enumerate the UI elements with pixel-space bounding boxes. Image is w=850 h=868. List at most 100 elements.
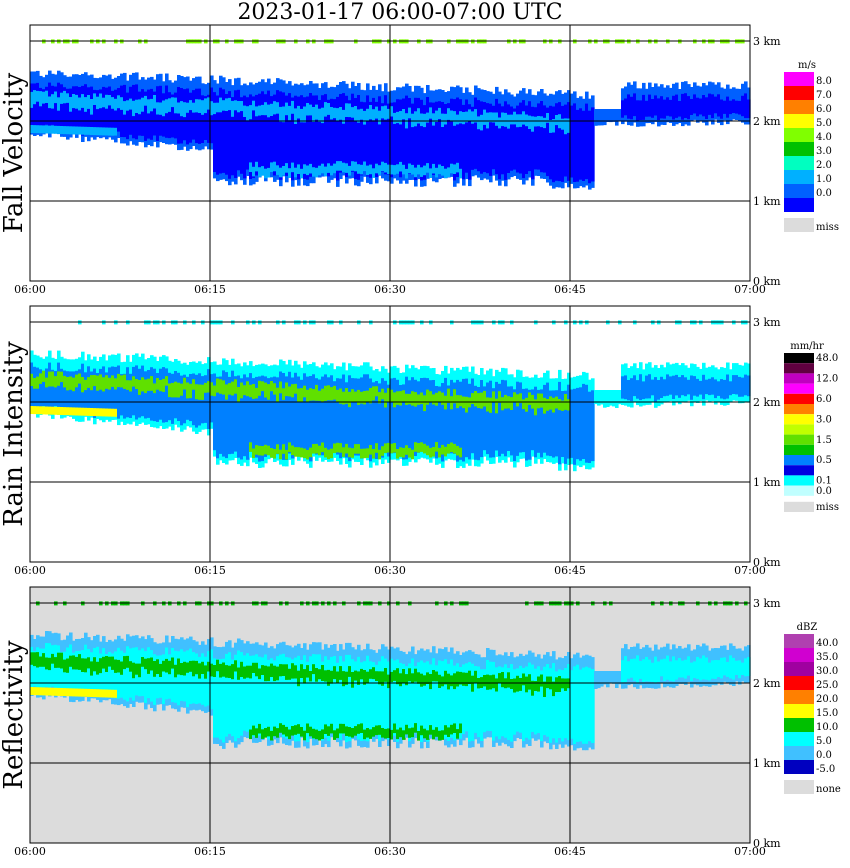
echo-core <box>447 673 451 690</box>
echo-core <box>111 375 115 387</box>
echo-core <box>195 384 199 400</box>
echo-core <box>255 387 259 399</box>
echo-column-inner <box>105 87 109 133</box>
echo-column-inner <box>105 654 109 694</box>
echo-column-inner <box>474 97 478 169</box>
echo-core <box>438 107 442 120</box>
echo-column-inner <box>651 99 655 118</box>
echo-column-inner <box>381 378 385 458</box>
echo-core <box>213 665 217 677</box>
echo-core <box>429 168 433 178</box>
echo-column <box>615 390 619 408</box>
echo-column-inner <box>399 99 403 178</box>
echo-column-inner <box>294 372 298 450</box>
echo-core <box>336 108 340 121</box>
echo-core <box>198 384 202 400</box>
echo-core <box>378 671 382 685</box>
echo-core <box>357 724 361 734</box>
echo-core <box>495 112 499 126</box>
legend-swatch <box>784 114 814 128</box>
echo-column-inner <box>495 98 499 175</box>
plot-frame <box>29 24 751 282</box>
echo-peak <box>60 407 64 415</box>
echo-core <box>453 723 457 733</box>
echo-core <box>48 657 52 671</box>
echo-peak <box>102 689 106 698</box>
echo-core <box>291 162 295 173</box>
echo-column-inner <box>330 656 334 731</box>
x-tick-label: 06:00 <box>14 845 46 858</box>
echo-peak <box>33 125 37 134</box>
echo-column-inner <box>465 663 469 732</box>
echo-core <box>354 161 358 172</box>
echo-column-inner <box>126 367 130 418</box>
echo-core <box>282 388 286 400</box>
y-tick-label: 0 km <box>753 275 781 288</box>
echo-column-inner <box>333 381 337 452</box>
echo-core <box>561 118 565 130</box>
echo-column-inner <box>537 103 541 170</box>
echo-column-inner <box>252 655 256 737</box>
echo-core <box>150 657 154 671</box>
echo-core <box>489 397 493 413</box>
echo-core <box>510 114 514 125</box>
echo-core <box>525 114 529 127</box>
echo-core <box>399 673 403 687</box>
echo-column-inner <box>237 375 241 458</box>
echo-core <box>216 378 220 393</box>
legend-swatch <box>784 128 814 142</box>
echo-column-inner <box>528 101 532 172</box>
legend-label: 0.0 <box>816 486 832 497</box>
echo-core <box>312 444 316 454</box>
echo-core <box>108 95 112 106</box>
echo-column-inner <box>693 376 697 396</box>
echo-core <box>273 665 277 682</box>
echo-core <box>414 668 418 682</box>
echo-column-inner <box>510 664 514 742</box>
echo-column-inner <box>354 661 358 734</box>
echo-core <box>414 111 418 127</box>
echo-core <box>198 663 202 679</box>
echo-core <box>384 443 388 453</box>
echo-peak <box>33 406 37 415</box>
echo-core <box>510 679 514 689</box>
echo-column-inner <box>135 365 139 420</box>
panel-title: Reflectivity <box>0 640 29 789</box>
echo-column-inner <box>540 101 544 173</box>
echo-peak <box>63 407 67 416</box>
echo-core <box>45 377 49 388</box>
echo-core <box>147 378 151 391</box>
echo-core <box>93 93 97 105</box>
echo-column-inner <box>63 370 67 412</box>
echo-column-inner <box>120 374 124 416</box>
echo-core <box>138 380 142 395</box>
echo-column-inner <box>405 666 409 732</box>
echo-column-inner <box>171 648 175 703</box>
echo-column-inner <box>471 378 475 454</box>
echo-core <box>423 113 427 128</box>
echo-peak <box>60 126 64 134</box>
echo-core <box>225 384 229 400</box>
echo-column-inner <box>444 659 448 739</box>
echo-core <box>417 164 421 175</box>
echo-column-inner <box>633 658 637 681</box>
echo-column-inner <box>357 95 361 180</box>
echo-column-inner <box>351 93 355 172</box>
legend-label: 6.0 <box>816 394 832 405</box>
echo-core <box>501 112 505 127</box>
echo-core <box>213 385 217 397</box>
echo-column-inner <box>99 89 103 132</box>
x-tick-label: 07:00 <box>734 283 766 296</box>
echo-core <box>39 91 43 107</box>
echo-column-inner <box>219 659 223 740</box>
echo-peak <box>108 408 112 417</box>
echo-column-inner <box>66 371 70 410</box>
echo-core <box>348 103 352 118</box>
echo-core <box>336 389 340 403</box>
echo-core <box>408 448 412 458</box>
echo-column-inner <box>666 655 670 680</box>
echo-column-inner <box>93 368 97 418</box>
echo-core <box>108 656 112 667</box>
echo-column-inner <box>459 99 463 170</box>
echo-core <box>423 443 427 454</box>
